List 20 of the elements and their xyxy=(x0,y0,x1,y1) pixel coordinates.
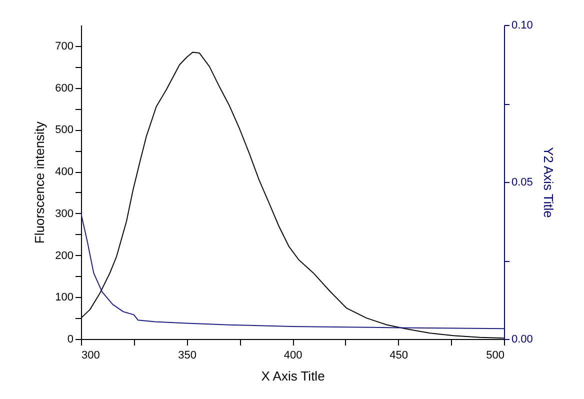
y-tick-label: 400 xyxy=(55,166,74,178)
y-axis-title: Fluorscence intensity xyxy=(32,120,48,244)
y2-tick-label: 0.10 xyxy=(512,20,533,32)
y-tick-label: 500 xyxy=(55,124,74,136)
y2-tick-label: 0.05 xyxy=(512,176,533,188)
y2-axis-title: Y2 Axis Title xyxy=(540,147,556,218)
y-tick-label: 200 xyxy=(55,250,74,262)
x-tick-label: 400 xyxy=(284,350,302,362)
y-tick-label: 300 xyxy=(55,208,74,220)
y-tick-label: 700 xyxy=(55,40,74,52)
y-tick-label: 600 xyxy=(55,82,74,94)
x-tick-label: 350 xyxy=(178,350,196,362)
x-axis-title: X Axis Title xyxy=(261,368,325,384)
x-tick-label: 450 xyxy=(390,350,408,362)
y-tick-label: 100 xyxy=(55,292,74,304)
line-series xyxy=(81,212,504,330)
y2-tick-label: 0.00 xyxy=(512,334,533,346)
x-tick-label: 300 xyxy=(82,350,100,362)
y-tick-label: 0 xyxy=(67,334,74,346)
x-tick-label: 500 xyxy=(486,350,504,362)
